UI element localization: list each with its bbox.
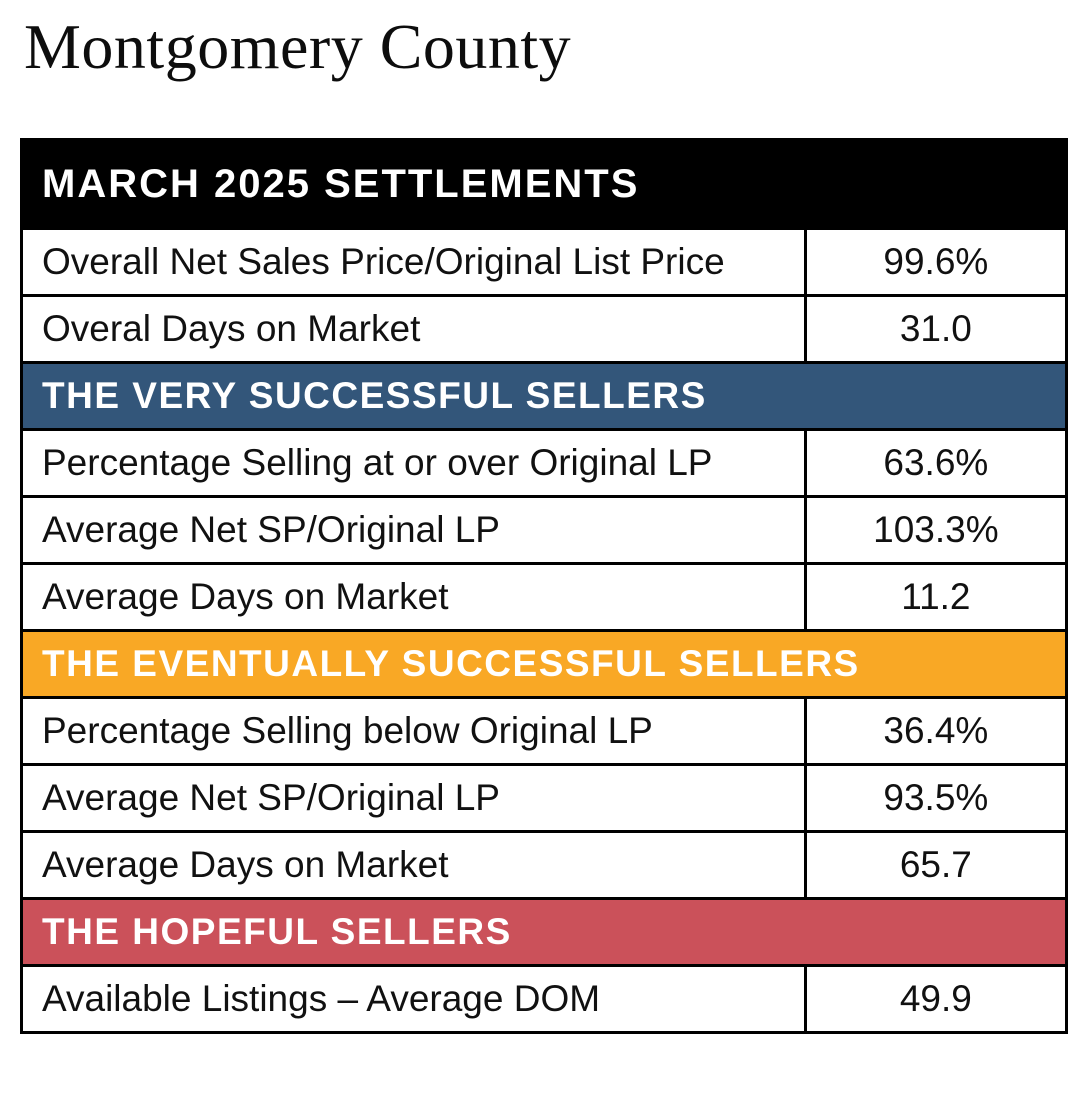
metric-label: Average Days on Market	[20, 562, 807, 632]
metric-value: 99.6%	[803, 227, 1069, 297]
table-row: Overall Net Sales Price/Original List Pr…	[20, 227, 1069, 297]
metric-label: Overal Days on Market	[20, 294, 807, 364]
table-row: Percentage Selling at or over Original L…	[20, 428, 1069, 498]
table-row: Available Listings – Average DOM 49.9	[20, 964, 1069, 1034]
page-title: Montgomery County	[24, 11, 572, 82]
table-row: Average Net SP/Original LP 103.3%	[20, 495, 1069, 565]
metric-value: 93.5%	[803, 763, 1069, 833]
section-header-label: MARCH 2025 SETTLEMENTS	[20, 138, 1068, 230]
section-header-label: THE HOPEFUL SELLERS	[20, 897, 1068, 967]
metric-label: Average Days on Market	[20, 830, 807, 900]
metric-value: 49.9	[803, 964, 1069, 1034]
settlements-table: MARCH 2025 SETTLEMENTS Overall Net Sales…	[20, 138, 1069, 1034]
metric-value: 63.6%	[803, 428, 1069, 498]
table-row: Overal Days on Market 31.0	[20, 294, 1069, 364]
metric-label: Available Listings – Average DOM	[20, 964, 807, 1034]
section-header-eventually-successful-sellers: THE EVENTUALLY SUCCESSFUL SELLERS	[20, 629, 1068, 699]
table-row: Average Days on Market 11.2	[20, 562, 1069, 632]
section-header-hopeful-sellers: THE HOPEFUL SELLERS	[20, 897, 1068, 967]
section-header-label: THE EVENTUALLY SUCCESSFUL SELLERS	[20, 629, 1068, 699]
metric-label: Average Net SP/Original LP	[20, 763, 807, 833]
metric-label: Percentage Selling at or over Original L…	[20, 428, 807, 498]
metric-value: 11.2	[803, 562, 1069, 632]
metric-value: 36.4%	[803, 696, 1069, 766]
metric-value: 103.3%	[803, 495, 1069, 565]
section-header-march-2025-settlements: MARCH 2025 SETTLEMENTS	[20, 138, 1068, 230]
table-row: Percentage Selling below Original LP 36.…	[20, 696, 1069, 766]
section-header-very-successful-sellers: THE VERY SUCCESSFUL SELLERS	[20, 361, 1068, 431]
metric-value: 31.0	[803, 294, 1069, 364]
metric-label: Average Net SP/Original LP	[20, 495, 807, 565]
metric-value: 65.7	[803, 830, 1069, 900]
table-row: Average Days on Market 65.7	[20, 830, 1069, 900]
table-row: Average Net SP/Original LP 93.5%	[20, 763, 1069, 833]
metric-label: Overall Net Sales Price/Original List Pr…	[20, 227, 807, 297]
metric-label: Percentage Selling below Original LP	[20, 696, 807, 766]
section-header-label: THE VERY SUCCESSFUL SELLERS	[20, 361, 1068, 431]
